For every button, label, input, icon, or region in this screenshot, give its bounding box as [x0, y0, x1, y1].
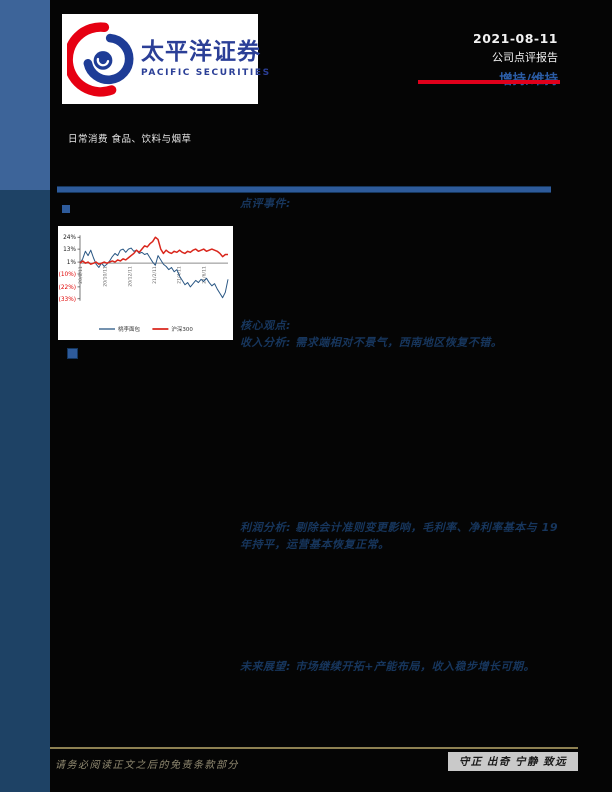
x-tick-label: 20/8/11 [78, 266, 84, 284]
footer-disclaimer: 请务必阅读正文之后的免责条款部分 [55, 760, 239, 771]
x-tick-label: 20/10/11 [103, 266, 109, 287]
rating-underline [418, 80, 560, 84]
y-tick-label: 24% [63, 235, 76, 241]
logo-swirl-icon [67, 22, 134, 97]
y-tick-label: 1% [67, 260, 77, 266]
report-date: 2021-08-11 [473, 31, 558, 46]
x-tick-label: 21/2/11 [152, 266, 158, 284]
section-bullet-icon [62, 205, 70, 213]
core-view-heading: 核心观点: [240, 319, 291, 332]
report-type: 公司点评报告 [492, 51, 558, 64]
legend-label: 桃李面包 [118, 325, 141, 333]
logo-name-cn: 太平洋证券 [141, 39, 261, 66]
legend-label: 沪深300 [171, 325, 193, 333]
x-tick-label: 21/4/11 [177, 266, 183, 284]
y-tick-label: 13% [63, 247, 76, 253]
x-tick-label: 20/12/11 [127, 266, 133, 287]
profit-analysis-line: 利润分析: 剔除会计准则变更影响，毛利率、净利率基本与 19 年持平，运营基本恢… [240, 521, 558, 551]
chart-series-0 [79, 247, 229, 299]
sidebar-accent-bottom [0, 190, 50, 792]
rating-badge: 增持/维持 [473, 68, 558, 88]
y-tick-label: (22%) [59, 285, 76, 291]
y-tick-label: (33%) [59, 297, 76, 303]
revenue-analysis-line: 收入分析: 需求端相对不景气，西南地区恢复不错。 [240, 336, 503, 349]
chart-series-1 [79, 236, 228, 265]
performance-chart: 24% 13% 1% (10%) (22%) (33%) 20/8/11 20/10/11 20… [58, 226, 233, 340]
section-bullet-icon [67, 348, 78, 359]
x-tick-label: 21/6/11 [201, 266, 207, 284]
event-heading: 点评事件: [240, 197, 291, 210]
y-tick-label: (10%) [59, 272, 76, 278]
logo-text: 太平洋证券 PACIFIC SECURITIES [141, 40, 271, 77]
footer-divider [50, 747, 578, 749]
sector-label: 日常消费 食品、饮料与烟草 [68, 134, 192, 145]
sidebar-accent-top [0, 0, 50, 190]
section-divider-bar [57, 186, 551, 193]
footer-motto: 守正 出奇 宁静 致远 [448, 752, 578, 771]
outlook-line: 未来展望: 市场继续开拓+产能布局，收入稳步增长可期。 [240, 660, 535, 673]
report-meta: 2021-08-11 公司点评报告 增持/维持 [473, 31, 558, 88]
pacific-securities-logo: 太平洋证券 PACIFIC SECURITIES [62, 14, 269, 104]
logo-name-en: PACIFIC SECURITIES [141, 67, 271, 78]
